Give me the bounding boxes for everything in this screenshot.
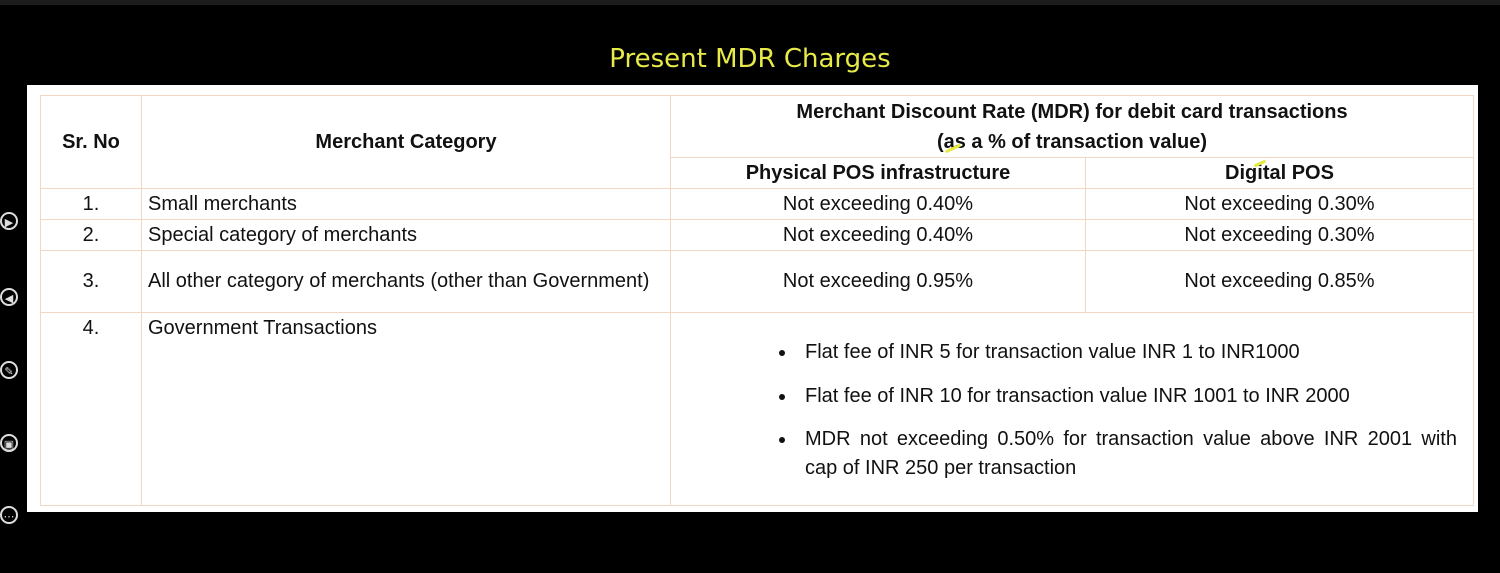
cell-digital: Not exceeding 0.30% [1085, 219, 1474, 251]
subheader-row: Physical POS infrastructure Digital POS [41, 157, 1474, 189]
header-mdr: Merchant Discount Rate (MDR) for debit c… [670, 95, 1474, 158]
table-row: 4. Government Transactions Flat fee of I… [40, 312, 1474, 506]
slide-title: Present MDR Charges [609, 44, 891, 74]
slide-canvas: Sr. No Merchant Category Merchant Discou… [27, 85, 1478, 512]
list-item: MDR not exceeding 0.50% for transaction … [797, 425, 1457, 483]
table-row: 2. Special category of merchants Not exc… [40, 219, 1474, 251]
header-sr-no: Sr. No [40, 95, 142, 189]
next-icon[interactable]: ▶ [0, 212, 18, 230]
header-physical-pos: Physical POS infrastructure [670, 157, 1086, 189]
header-row: Sr. No Merchant Category Merchant Discou… [40, 95, 1474, 189]
cell-sr: 1. [40, 188, 142, 220]
cell-physical: Not exceeding 0.95% [670, 250, 1086, 313]
header-merchant-category: Merchant Category [141, 95, 671, 189]
cell-category: Government Transactions [141, 312, 671, 506]
cell-sr: 4. [40, 312, 142, 506]
list-item: Flat fee of INR 10 for transaction value… [797, 381, 1457, 411]
header-mdr-line1: Merchant Discount Rate (MDR) for debit c… [796, 100, 1348, 123]
previous-icon[interactable]: ◀ [0, 288, 18, 306]
header-mdr-line2: (as a % of transaction value) [936, 130, 1208, 153]
header-digital-pos: Digital POS [1085, 157, 1474, 189]
mdr-table: Sr. No Merchant Category Merchant Discou… [40, 95, 1474, 506]
list-item: Flat fee of INR 5 for transaction value … [797, 337, 1457, 367]
fee-list: Flat fee of INR 5 for transaction value … [761, 337, 1457, 483]
cell-digital: Not exceeding 0.85% [1085, 250, 1474, 313]
cell-category: Small merchants [141, 188, 671, 220]
table-row: 1. Small merchants Not exceeding 0.40% N… [40, 188, 1474, 220]
cell-physical: Not exceeding 0.40% [670, 219, 1086, 251]
cell-category: Special category of merchants [141, 219, 671, 251]
cell-sr: 2. [40, 219, 142, 251]
more-icon[interactable]: ⋯ [0, 506, 18, 524]
pen-icon[interactable]: ✎ [0, 361, 18, 379]
cell-government-fees: Flat fee of INR 5 for transaction value … [670, 312, 1474, 506]
top-bar [0, 0, 1500, 5]
cell-physical: Not exceeding 0.40% [670, 188, 1086, 220]
cell-sr: 3. [40, 250, 142, 313]
cell-digital: Not exceeding 0.30% [1085, 188, 1474, 220]
table-row: 3. All other category of merchants (othe… [40, 250, 1474, 313]
screen-icon[interactable]: ▣ [0, 434, 18, 452]
cell-category: All other category of merchants (other t… [141, 250, 671, 313]
